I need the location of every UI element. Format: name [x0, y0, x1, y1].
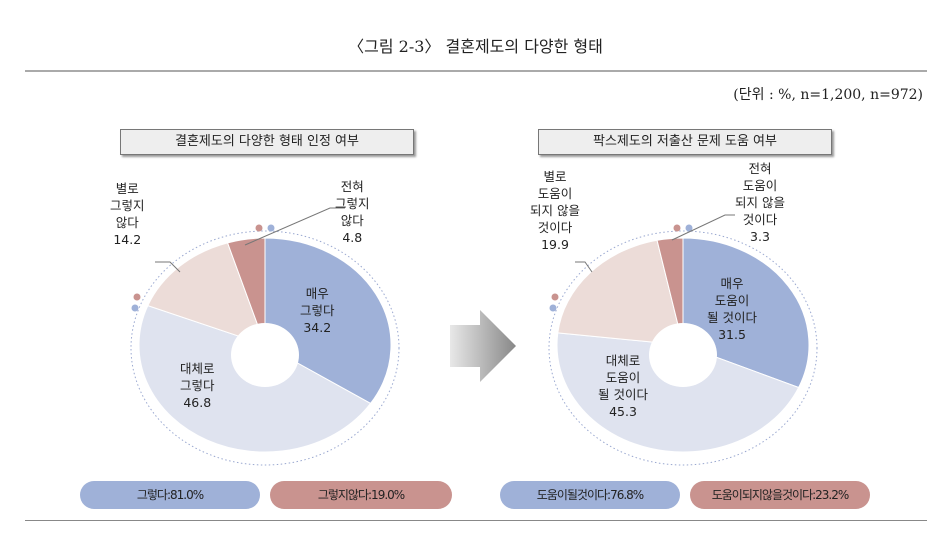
pie-slice-3 [226, 237, 266, 346]
summary-pill-left-yes: 그렇다:81.0% [80, 481, 260, 509]
dotted-outline [130, 230, 400, 466]
chart-title-right: 팍스제도의 저출산 문제 도움 여부 [538, 129, 832, 155]
bottom-rule [25, 520, 927, 521]
label-right-0: 매우 도움이 될 것이다 31.5 [707, 276, 757, 342]
legend-dot [255, 224, 263, 232]
label-left-3: 전혀 그렇지 않다 4.8 [335, 179, 370, 245]
arrow-icon [450, 310, 516, 382]
leader-line [244, 207, 345, 246]
label-left-1: 대체로 그렇다 46.8 [180, 361, 215, 410]
label-left-0: 매우 그렇다 34.2 [300, 286, 335, 335]
pie-slice-2 [147, 242, 266, 346]
legend-dot [549, 304, 557, 312]
legend-dot [551, 293, 559, 301]
summary-pill-right-no: 도움이되지않을것이다:23.2% [690, 481, 870, 509]
summary-pill-left-no: 그렇지않다:19.0% [270, 481, 452, 509]
leader-line [671, 214, 735, 241]
pie-slice-3 [656, 237, 684, 346]
legend-dot [267, 224, 275, 232]
label-right-1: 대체로 도움이 될 것이다 45.3 [598, 353, 648, 419]
donut-hole [649, 323, 717, 387]
figure-title: 〈그림 2-3〉 결혼제도의 다양한 형태 [348, 37, 603, 56]
leader-line [575, 261, 593, 273]
dotted-outline [548, 230, 818, 466]
pie-slice-2 [557, 239, 684, 346]
unit-note: (단위 : %, n=1,200, n=972) [733, 87, 923, 103]
top-rule [25, 70, 927, 72]
label-right-3: 전혀 도움이 되지 않을 것이다 3.3 [735, 161, 785, 244]
summary-pill-right-yes: 도움이될것이다:76.8% [500, 481, 680, 509]
legend-dot [673, 224, 681, 232]
legend-dot [131, 304, 139, 312]
legend-dot [685, 224, 693, 232]
chart-title-left: 결혼제도의 다양한 형태 인정 여부 [120, 129, 414, 155]
leader-line [155, 261, 181, 273]
legend-dot [133, 293, 141, 301]
label-right-2: 별로 도움이 되지 않을 것이다 19.9 [530, 169, 580, 252]
pie-slice-1 [556, 332, 800, 453]
label-left-2: 별로 그렇지 않다 14.2 [110, 181, 145, 247]
donut-hole [231, 323, 299, 387]
